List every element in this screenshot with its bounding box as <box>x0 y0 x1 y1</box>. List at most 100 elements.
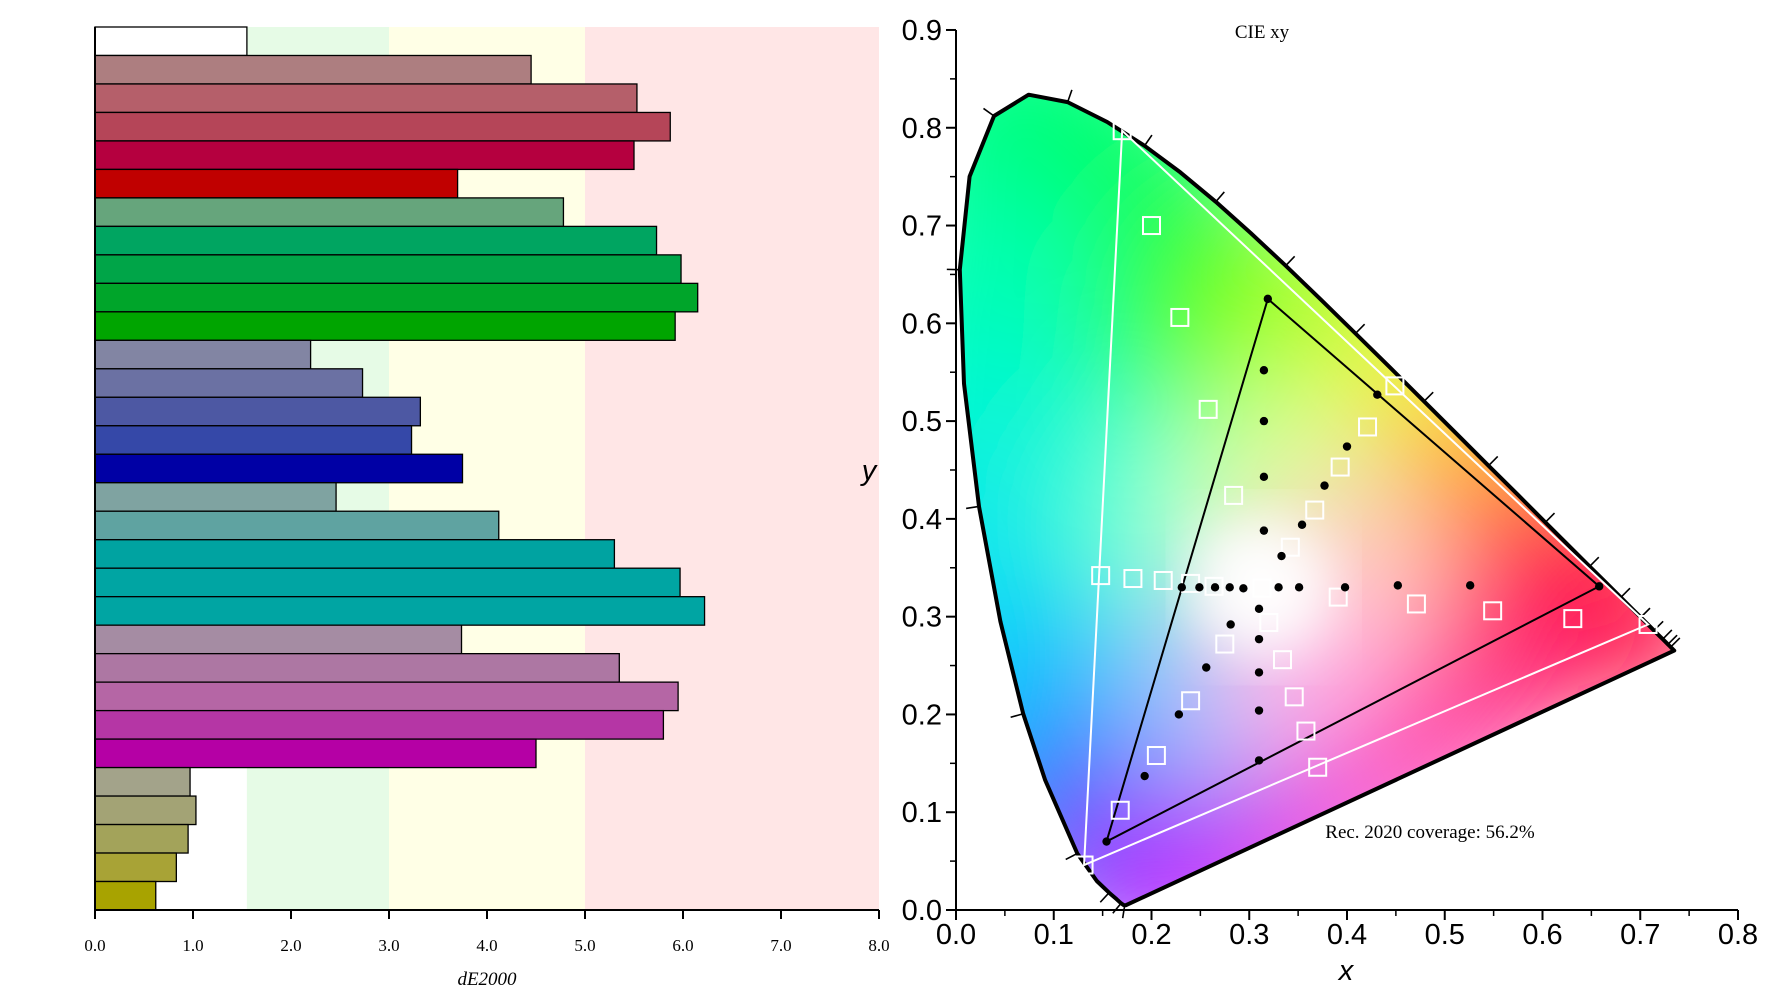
target-square <box>1142 216 1161 236</box>
measured-dot <box>1263 294 1273 304</box>
wavelength-tick <box>1121 905 1126 919</box>
target-square <box>1123 569 1143 589</box>
target-square <box>1406 594 1426 614</box>
measured-dot <box>1177 583 1187 592</box>
wavelength-tick <box>1662 629 1673 640</box>
measured-dot <box>1259 366 1269 375</box>
wavelength-tick <box>1099 892 1110 903</box>
cie-y-ticks: 0.0 0.1 0.2 0.3 0.4 0.5 0.6 0.7 0.8 0.9 <box>902 15 956 927</box>
wavelength-tick <box>1423 391 1434 402</box>
tick-label: 3.0 <box>378 936 399 955</box>
bar <box>94 282 699 313</box>
cie-xy-chart: 0.0 0.1 0.2 0.3 0.4 0.5 0.6 0.7 0.8 0.0 0.1 0.2 0.3… <box>860 15 1758 987</box>
target-square <box>1272 650 1292 670</box>
bar <box>94 766 191 797</box>
bar <box>94 596 706 626</box>
measured-dot <box>1340 583 1350 592</box>
target-square <box>1215 634 1235 654</box>
measured-dot <box>1195 583 1204 592</box>
wavelength-tick <box>1620 587 1631 598</box>
bar <box>94 168 459 199</box>
measured-dot <box>1140 771 1149 781</box>
bar <box>94 482 337 512</box>
tick-label: 0.8 <box>902 113 942 145</box>
target-square <box>1074 855 1094 875</box>
tick-label: 0.3 <box>1229 919 1269 951</box>
bar <box>94 26 248 57</box>
tick-label: 1.0 <box>182 936 203 955</box>
cie-x-axis-label: x <box>1337 955 1355 987</box>
tick-label: 0.1 <box>1034 919 1074 951</box>
measured-dot <box>1102 837 1111 846</box>
measured-dot <box>1373 390 1382 399</box>
measured-dot <box>1297 520 1307 529</box>
measured-dot <box>1294 583 1304 592</box>
tick-label: 8.0 <box>868 936 889 955</box>
target-square <box>1308 757 1328 777</box>
target-square <box>1284 687 1304 707</box>
tick-label: 4.0 <box>476 936 497 955</box>
target-square <box>1204 576 1224 596</box>
measured-dot <box>1393 581 1403 590</box>
bar <box>94 83 638 114</box>
cie-title: CIE xy <box>1235 22 1290 43</box>
target-square <box>1224 485 1244 505</box>
bar <box>94 111 671 142</box>
target-square <box>1110 800 1130 820</box>
bar <box>94 823 189 854</box>
wavelength-ticks <box>946 89 1681 919</box>
bar <box>94 681 679 712</box>
cie-y-axis-label: y <box>860 455 878 487</box>
measured-dot <box>1226 620 1235 629</box>
target-square <box>1146 746 1166 766</box>
wavelength-tick <box>1285 255 1296 267</box>
measured-dot <box>1239 584 1248 593</box>
bar <box>94 880 157 911</box>
measured-dot <box>1254 634 1264 644</box>
bar <box>94 795 197 826</box>
wavelength-tick <box>1487 455 1499 467</box>
wavelength-tick <box>1653 620 1664 632</box>
target-square <box>1170 307 1190 327</box>
measured-dot <box>1320 481 1329 490</box>
tick-label: 0.3 <box>902 602 942 634</box>
bar <box>94 54 532 85</box>
measured-dot <box>1225 583 1234 592</box>
tick-label: 0.9 <box>902 15 942 47</box>
bar <box>94 311 676 341</box>
measured-dot <box>1342 442 1352 451</box>
wavelength-tick <box>1010 712 1024 719</box>
target-square <box>1153 570 1173 590</box>
bar <box>94 254 682 285</box>
bar-x-ticks: 0.0 1.0 2.0 3.0 4.0 5.0 6.0 7.0 8.0 <box>84 910 890 955</box>
bar <box>94 738 537 769</box>
de2000-bar-chart: 0.0 1.0 2.0 3.0 4.0 5.0 6.0 7.0 8.0 dE2000 <box>84 26 890 990</box>
tick-label: 2.0 <box>280 936 301 955</box>
target-square <box>1280 537 1300 557</box>
measured-dot <box>1210 583 1220 592</box>
spectral-locus <box>957 92 1677 908</box>
target-square <box>1358 417 1378 437</box>
bar <box>94 510 500 541</box>
target-square <box>1483 601 1503 621</box>
wavelength-tick <box>1354 323 1366 335</box>
bar <box>94 652 620 683</box>
tick-label: 7.0 <box>770 936 791 955</box>
bar <box>94 624 463 655</box>
tick-label: 0.7 <box>1620 919 1660 951</box>
target-square <box>1563 609 1583 629</box>
wavelength-tick <box>1215 191 1225 203</box>
bar <box>94 225 658 256</box>
wavelength-tick <box>1670 637 1681 648</box>
bar <box>94 425 413 455</box>
bar-series <box>94 26 706 911</box>
bar <box>94 140 635 171</box>
measured-dot <box>1254 668 1264 677</box>
wavelength-tick <box>1112 902 1122 914</box>
wavelength-tick <box>1143 134 1153 147</box>
wavelength-tick <box>1589 556 1600 567</box>
target-square <box>1296 721 1316 741</box>
target-points <box>1074 121 1658 875</box>
bar <box>94 539 616 569</box>
